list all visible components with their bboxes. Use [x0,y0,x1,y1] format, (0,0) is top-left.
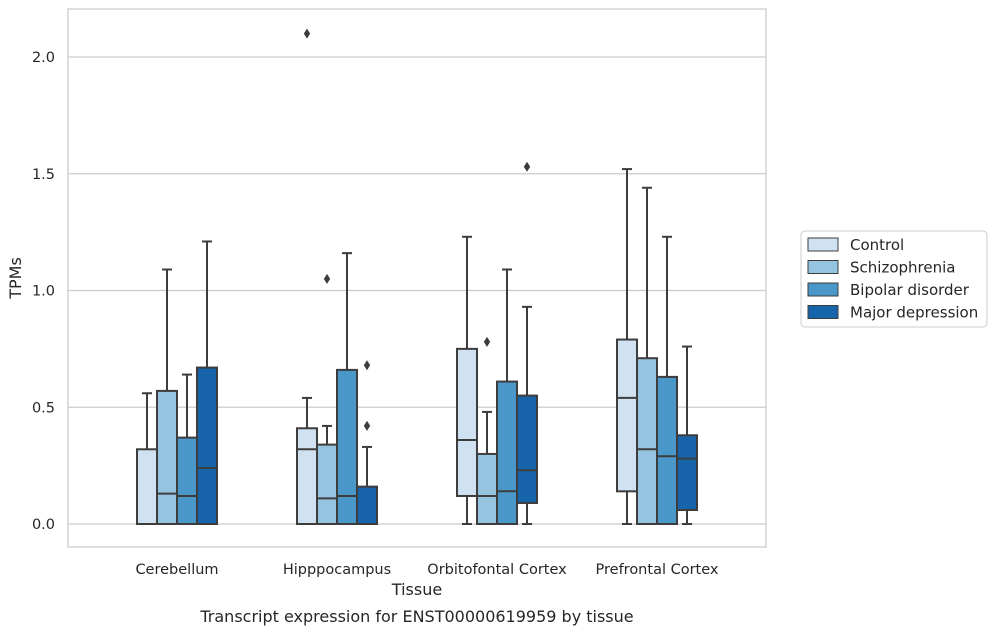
outlier-point [303,28,311,39]
legend-label: Major depression [850,304,978,322]
x-tick-label: Prefrontal Cortex [596,562,719,578]
outlier-point [523,161,531,172]
y-tick-label: 0.5 [32,400,55,416]
legend-swatch [807,237,839,252]
box-body [296,427,318,526]
box-body [356,485,378,526]
box-major-depression [196,240,218,525]
x-tick-label: Hipppocampus [283,562,391,578]
box-body [316,443,338,525]
box-schizophrenia [476,336,498,526]
box-body [176,436,198,526]
box-body [516,394,538,504]
y-axis-label: TPMs [6,257,25,300]
box-control [296,28,318,526]
legend-swatch [807,282,839,297]
box-body [136,448,158,525]
legend-label: Bipolar disorder [850,281,970,299]
box-bipolar-disorder [336,252,358,526]
box-body [496,380,518,525]
box-control [456,235,478,525]
box-schizophrenia [156,268,178,525]
legend-swatch [807,260,839,274]
box-major-depression [516,161,538,525]
y-axis-ticks: 0.0 0.5 1.0 1.5 2.0 [32,50,55,533]
box-body [336,368,358,526]
box-body [676,434,698,511]
plot-frame [67,8,767,548]
legend-frame [800,230,988,328]
box-body [636,357,658,525]
box-control [616,168,638,525]
box-body [476,452,498,526]
x-tick-label: Cerebellum [135,562,218,578]
x-axis-label: Tissue [391,580,442,599]
box-major-depression [676,345,698,525]
legend-label: Schizophrenia [850,259,955,277]
outlier-point [483,336,491,347]
x-tick-label: Orbitofontal Cortex [427,562,567,578]
box-schizophrenia [316,273,338,525]
box-bipolar-disorder [656,235,678,525]
y-tick-label: 1.5 [32,167,55,183]
legend: Control Schizophrenia Bipolar disorder Majo… [800,230,988,328]
box-body [656,375,678,525]
box-bipolar-disorder [176,373,198,526]
outlier-point [363,420,371,431]
legend-swatch [807,305,839,319]
box-control [136,392,158,525]
box-body [616,338,638,493]
box-bipolar-disorder [496,268,518,525]
x-axis-ticks: Cerebellum Hipppocampus Orbitofontal Corte… [135,562,718,578]
legend-label: Control [850,236,904,254]
box-body [156,389,178,525]
box-body [196,366,218,525]
box-schizophrenia [636,186,658,525]
chart-caption: Transcript expression for ENST0000061995… [199,607,633,626]
y-tick-label: 2.0 [32,50,55,66]
y-tick-label: 1.0 [32,284,55,300]
y-tick-label: 0.0 [32,517,55,533]
outlier-point [323,273,331,284]
box-major-depression [356,360,378,526]
box-groups [136,28,698,526]
outlier-point [363,360,371,371]
box-body [456,347,478,497]
